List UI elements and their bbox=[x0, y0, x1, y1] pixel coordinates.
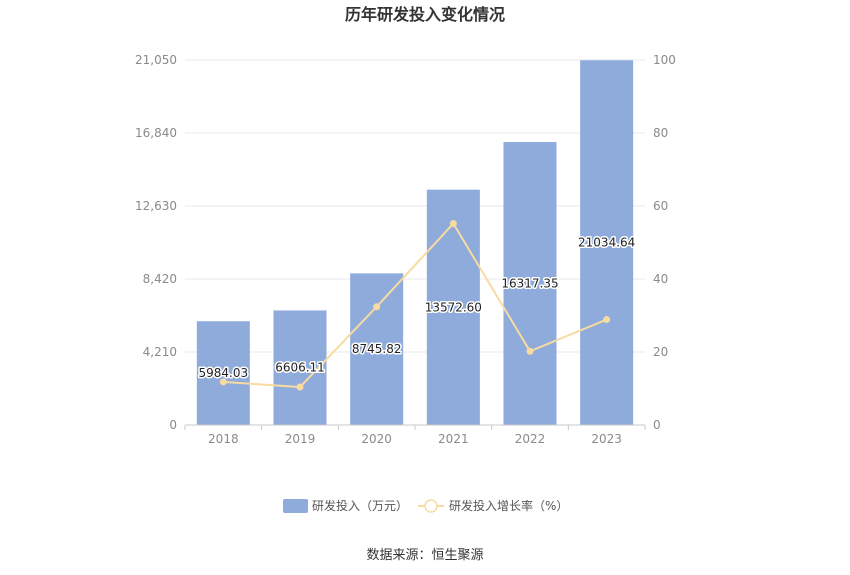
growth-point bbox=[526, 347, 534, 355]
growth-line-path bbox=[223, 221, 608, 389]
y-right-tick-label: 80 bbox=[653, 126, 668, 140]
bar bbox=[426, 189, 480, 425]
x-tick-label: 2018 bbox=[208, 432, 239, 446]
bar-data-label: 8745.82 bbox=[352, 342, 402, 356]
legend-line-marker bbox=[424, 499, 438, 513]
y-left-tick-label: 21,050 bbox=[135, 53, 177, 67]
growth-point bbox=[603, 316, 611, 324]
legend-bar-label[interactable]: 研发投入（万元） bbox=[312, 498, 408, 513]
legend: 研发投入（万元） 研发投入增长率（%） bbox=[283, 498, 568, 513]
bar-data-label: 13572.60 bbox=[425, 300, 482, 314]
growth-point bbox=[449, 220, 457, 228]
y-right-tick-label: 100 bbox=[653, 53, 676, 67]
grid bbox=[185, 59, 645, 353]
y-right-tick-label: 40 bbox=[653, 272, 668, 286]
y-left-tick-label: 16,840 bbox=[135, 126, 177, 140]
bar bbox=[350, 273, 404, 425]
bar-data-label: 16317.35 bbox=[501, 277, 558, 291]
y-left-tick-label: 0 bbox=[169, 418, 177, 432]
axes: 0 0 4,210 20 8,420 40 12,630 60 16,840 80 21,050 10… bbox=[135, 53, 676, 446]
y-right-tick-label: 60 bbox=[653, 199, 668, 213]
x-tick-label: 2022 bbox=[515, 432, 546, 446]
bar-data-label: 5984.03 bbox=[199, 366, 249, 380]
bar-labels: 5984.03 6606.11 8745.82 13572.60 16317.35 210… bbox=[197, 234, 637, 381]
growth-point bbox=[373, 303, 381, 311]
x-tick-label: 2023 bbox=[591, 432, 622, 446]
bar bbox=[580, 60, 634, 426]
bar-data-label: 6606.11 bbox=[275, 361, 325, 375]
x-tick-label: 2020 bbox=[361, 432, 392, 446]
x-tick-label: 2021 bbox=[438, 432, 469, 446]
bar bbox=[196, 321, 250, 425]
legend-line-label[interactable]: 研发投入增长率（%） bbox=[449, 498, 568, 513]
bars bbox=[196, 60, 634, 426]
chart-title: 历年研发投入变化情况 bbox=[345, 5, 505, 24]
legend-bar-swatch bbox=[283, 499, 308, 513]
growth-point bbox=[219, 378, 227, 386]
bar-data-label: 21034.64 bbox=[578, 236, 635, 250]
growth-line bbox=[219, 220, 611, 391]
growth-point bbox=[296, 383, 304, 391]
y-right-tick-label: 0 bbox=[653, 418, 661, 432]
source-note: 数据来源：恒生聚源 bbox=[366, 548, 483, 563]
y-left-tick-label: 4,210 bbox=[143, 345, 177, 359]
y-left-tick-label: 8,420 bbox=[143, 272, 177, 286]
y-right-tick-label: 20 bbox=[653, 345, 668, 359]
y-left-tick-label: 12,630 bbox=[135, 199, 177, 213]
bar bbox=[503, 142, 557, 426]
x-tick-label: 2019 bbox=[285, 432, 316, 446]
